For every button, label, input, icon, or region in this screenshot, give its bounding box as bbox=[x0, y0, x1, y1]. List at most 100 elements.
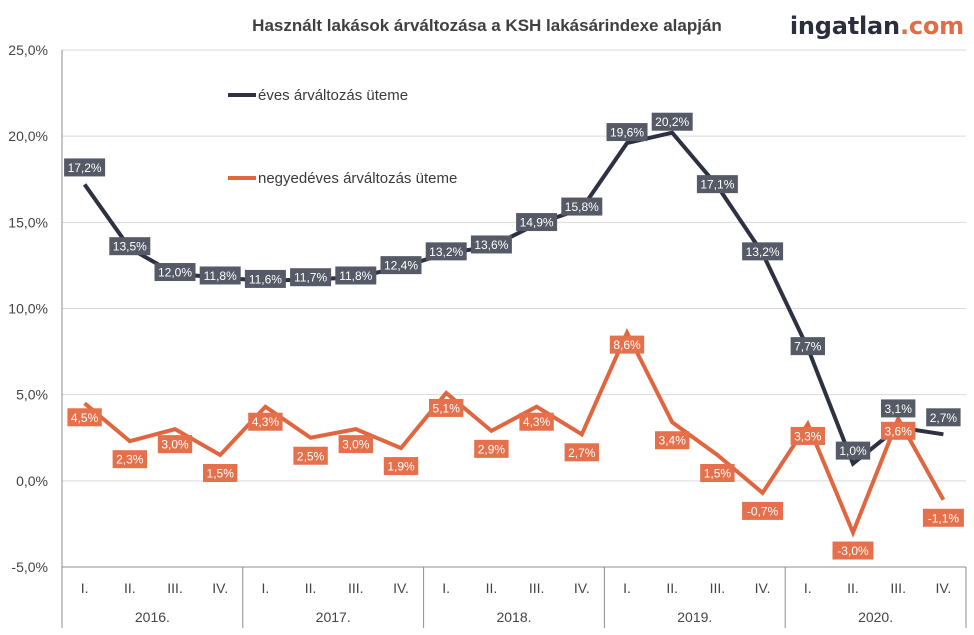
x-tick-label: III. bbox=[529, 580, 545, 596]
data-label-annual: 14,9% bbox=[520, 216, 554, 230]
y-tick-label: 20,0% bbox=[8, 128, 48, 144]
data-label-quarterly: 2,5% bbox=[297, 449, 325, 463]
data-label-quarterly: 2,9% bbox=[478, 442, 506, 456]
data-label-quarterly-box bbox=[655, 431, 690, 450]
series-line-annual bbox=[82, 130, 944, 467]
y-tick-label: 5,0% bbox=[16, 387, 48, 403]
data-label-annual-box bbox=[380, 256, 422, 275]
data-label-annual: 7,7% bbox=[794, 340, 822, 354]
data-label-quarterly-box bbox=[203, 463, 238, 482]
data-label-annual-box bbox=[790, 337, 825, 356]
data-label-annual: 11,8% bbox=[204, 269, 237, 283]
data-label-quarterly-box bbox=[742, 501, 784, 520]
x-tick-label: III. bbox=[348, 580, 364, 596]
data-label-quarterly-box bbox=[609, 335, 645, 354]
legend-label-annual: éves árváltozás üteme bbox=[258, 87, 408, 104]
x-tick-label: II. bbox=[486, 580, 498, 596]
data-label-annual-box bbox=[835, 441, 871, 460]
x-tick-label: IV. bbox=[935, 580, 951, 596]
x-tick-label: II. bbox=[666, 580, 678, 596]
data-label-annual: 17,1% bbox=[700, 178, 734, 192]
data-label-quarterly: 4,5% bbox=[71, 411, 99, 425]
y-tick-label: 15,0% bbox=[8, 214, 48, 230]
y-tick-label: -5,0% bbox=[11, 559, 48, 575]
data-label-annual: 15,8% bbox=[565, 200, 599, 214]
x-tick-label: I. bbox=[81, 580, 89, 596]
data-label-quarterly-box bbox=[564, 443, 599, 462]
data-label-quarterly-box bbox=[922, 508, 964, 527]
x-tick-label: IV. bbox=[393, 580, 409, 596]
data-label-annual-box bbox=[425, 242, 467, 261]
data-label-annual: 13,5% bbox=[113, 240, 147, 254]
data-label-quarterly-box bbox=[881, 421, 916, 440]
x-tick-label: I. bbox=[442, 580, 450, 596]
data-label-annual: 2,7% bbox=[930, 411, 958, 425]
data-label-quarterly: 1,5% bbox=[704, 466, 732, 480]
data-label-quarterly: 2,3% bbox=[116, 453, 144, 467]
x-tick-label: III. bbox=[890, 580, 906, 596]
data-label-quarterly: 3,4% bbox=[659, 434, 687, 448]
data-label-quarterly-box bbox=[293, 446, 328, 465]
x-tick-label: II. bbox=[847, 580, 859, 596]
data-label-annual: 13,2% bbox=[429, 245, 463, 259]
data-label-quarterly-box bbox=[112, 450, 147, 469]
data-label-annual: 11,7% bbox=[294, 271, 327, 285]
y-tick-label: 0,0% bbox=[16, 473, 48, 489]
x-tick-label: III. bbox=[167, 580, 183, 596]
data-label-annual-box bbox=[516, 213, 558, 232]
year-label: 2019. bbox=[677, 609, 712, 625]
data-label-annual-box bbox=[290, 268, 332, 287]
data-label-quarterly: 1,9% bbox=[387, 460, 415, 474]
data-label-annual-box bbox=[244, 269, 286, 288]
data-label-quarterly: 3,6% bbox=[885, 424, 913, 438]
data-label-quarterly-box bbox=[157, 435, 193, 454]
data-label-annual-box bbox=[742, 242, 784, 261]
data-label-quarterly: 3,0% bbox=[342, 438, 370, 452]
data-label-annual-box bbox=[926, 408, 961, 427]
data-label-quarterly: 3,0% bbox=[161, 438, 189, 452]
data-label-quarterly: 2,7% bbox=[568, 446, 596, 460]
data-label-annual-box bbox=[561, 197, 603, 216]
y-tick-label: 25,0% bbox=[8, 42, 48, 58]
data-label-annual-box bbox=[470, 235, 512, 254]
data-label-quarterly: 4,3% bbox=[252, 415, 280, 429]
data-label-quarterly: 3,3% bbox=[794, 429, 822, 443]
data-label-quarterly: 8,6% bbox=[613, 338, 641, 352]
data-label-annual-box bbox=[109, 237, 151, 256]
data-label-annual: 11,8% bbox=[339, 269, 372, 283]
data-label-annual: 20,2% bbox=[655, 115, 689, 129]
x-tick-label: I. bbox=[623, 580, 631, 596]
x-tick-label: I. bbox=[262, 580, 270, 596]
data-label-annual-box bbox=[881, 399, 916, 418]
brand-logo[interactable]: ingatlan.com bbox=[790, 12, 964, 40]
x-tick-label: IV. bbox=[212, 580, 228, 596]
chart-title: Használt lakások árváltozása a KSH lakás… bbox=[252, 16, 722, 35]
data-label-annual: 13,6% bbox=[474, 238, 508, 252]
logo-tld-text: .com bbox=[899, 12, 964, 40]
data-label-quarterly-box bbox=[429, 398, 464, 417]
data-label-annual: 19,6% bbox=[610, 126, 644, 140]
year-label: 2017. bbox=[316, 609, 351, 625]
x-tick-label: II. bbox=[124, 580, 136, 596]
data-label-quarterly-box bbox=[383, 457, 419, 476]
data-label-quarterly: -0,7% bbox=[747, 504, 779, 518]
data-label-annual-box bbox=[64, 158, 106, 177]
data-label-quarterly-box bbox=[790, 426, 825, 445]
data-label-annual: 11,6% bbox=[249, 272, 282, 286]
year-label: 2016. bbox=[135, 609, 170, 625]
legend-label-quarterly: negyedéves árváltozás üteme bbox=[258, 170, 457, 187]
data-label-annual-box bbox=[696, 175, 738, 194]
data-label-quarterly-box bbox=[700, 463, 735, 482]
data-label-quarterly: 4,3% bbox=[523, 415, 551, 429]
x-tick-label: III. bbox=[710, 580, 726, 596]
data-label-annual-box bbox=[199, 266, 241, 285]
x-tick-label: II. bbox=[305, 580, 317, 596]
data-label-quarterly-box bbox=[248, 412, 283, 431]
year-label: 2018. bbox=[496, 609, 531, 625]
data-label-quarterly-box bbox=[67, 408, 102, 427]
x-tick-label: IV. bbox=[755, 580, 771, 596]
data-label-quarterly-box bbox=[832, 541, 874, 560]
data-label-quarterly: 1,5% bbox=[207, 466, 235, 480]
data-label-quarterly-box bbox=[474, 439, 509, 458]
